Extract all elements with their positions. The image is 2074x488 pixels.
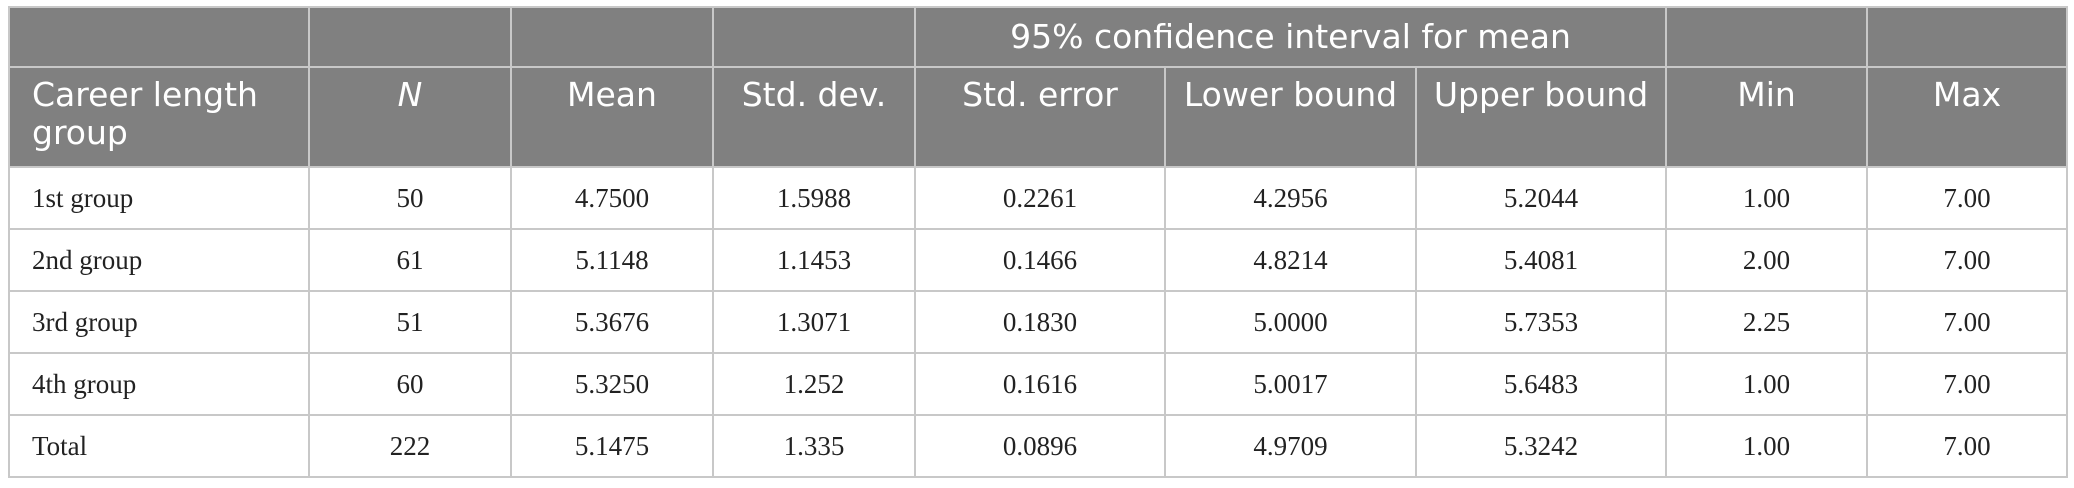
cell-n: 50 <box>308 166 512 230</box>
header-empty-cell <box>308 6 512 68</box>
cell-lower-bound: 4.9709 <box>1164 414 1417 478</box>
cell-group: Total <box>8 414 310 478</box>
cell-min: 1.00 <box>1665 352 1869 416</box>
cell-std-dev: 1.3071 <box>712 290 916 354</box>
header-empty-cell <box>510 6 714 68</box>
cell-max: 7.00 <box>1866 414 2069 478</box>
column-header-lower-bound: Lower bound <box>1164 66 1417 168</box>
column-header-career-length-group: Career length group <box>8 66 310 168</box>
cell-upper-bound: 5.4081 <box>1414 228 1668 292</box>
cell-upper-bound: 5.3242 <box>1414 414 1668 478</box>
cell-lower-bound: 4.2956 <box>1164 166 1417 230</box>
cell-std-dev: 1.252 <box>712 352 916 416</box>
cell-max: 7.00 <box>1866 352 2069 416</box>
column-header-n: N <box>308 66 512 168</box>
cell-max: 7.00 <box>1866 290 2069 354</box>
cell-min: 2.25 <box>1665 290 1869 354</box>
cell-mean: 5.3676 <box>510 290 714 354</box>
cell-mean: 5.1148 <box>510 228 714 292</box>
cell-std-error: 0.1830 <box>914 290 1166 354</box>
cell-std-error: 0.1616 <box>914 352 1166 416</box>
cell-min: 2.00 <box>1665 228 1869 292</box>
column-header-std-error: Std. error <box>914 66 1166 168</box>
cell-n: 61 <box>308 228 512 292</box>
column-header-std-dev: Std. dev. <box>712 66 916 168</box>
cell-n: 222 <box>308 414 512 478</box>
cell-group: 2nd group <box>8 228 310 292</box>
cell-std-error: 0.2261 <box>914 166 1166 230</box>
header-empty-cell <box>712 6 916 68</box>
cell-max: 7.00 <box>1866 228 2069 292</box>
cell-mean: 5.3250 <box>510 352 714 416</box>
table-row: 3rd group 51 5.3676 1.3071 0.1830 5.0000… <box>8 290 2069 354</box>
table-row-total: Total 222 5.1475 1.335 0.0896 4.9709 5.3… <box>8 414 2069 478</box>
table-row: 4th group 60 5.3250 1.252 0.1616 5.0017 … <box>8 352 2069 416</box>
cell-lower-bound: 5.0017 <box>1164 352 1417 416</box>
cell-std-dev: 1.1453 <box>712 228 916 292</box>
cell-mean: 4.7500 <box>510 166 714 230</box>
statistics-table: 95% confidence interval for mean Career … <box>8 6 2069 478</box>
cell-mean: 5.1475 <box>510 414 714 478</box>
cell-std-error: 0.0896 <box>914 414 1166 478</box>
table-row: 1st group 50 4.7500 1.5988 0.2261 4.2956… <box>8 166 2069 230</box>
cell-n: 60 <box>308 352 512 416</box>
cell-min: 1.00 <box>1665 166 1869 230</box>
cell-upper-bound: 5.2044 <box>1414 166 1668 230</box>
cell-upper-bound: 5.7353 <box>1414 290 1668 354</box>
header-empty-cell <box>1866 6 2069 68</box>
cell-std-dev: 1.5988 <box>712 166 916 230</box>
cell-group: 3rd group <box>8 290 310 354</box>
cell-min: 1.00 <box>1665 414 1869 478</box>
header-row-group: 95% confidence interval for mean <box>8 6 2069 68</box>
header-empty-cell <box>1665 6 1869 68</box>
table-row: 2nd group 61 5.1148 1.1453 0.1466 4.8214… <box>8 228 2069 292</box>
header-row-columns: Career length group N Mean Std. dev. Std… <box>8 66 2069 168</box>
cell-std-dev: 1.335 <box>712 414 916 478</box>
cell-std-error: 0.1466 <box>914 228 1166 292</box>
cell-n: 51 <box>308 290 512 354</box>
header-empty-cell <box>8 6 310 68</box>
cell-lower-bound: 4.8214 <box>1164 228 1417 292</box>
cell-max: 7.00 <box>1866 166 2069 230</box>
table-container: 95% confidence interval for mean Career … <box>8 6 2069 478</box>
confidence-interval-group-header: 95% confidence interval for mean <box>913 6 1668 68</box>
cell-group: 1st group <box>8 166 310 230</box>
column-header-mean: Mean <box>510 66 714 168</box>
cell-upper-bound: 5.6483 <box>1414 352 1668 416</box>
cell-lower-bound: 5.0000 <box>1164 290 1417 354</box>
cell-group: 4th group <box>8 352 310 416</box>
column-header-max: Max <box>1866 66 2069 168</box>
column-header-upper-bound: Upper bound <box>1414 66 1668 168</box>
column-header-min: Min <box>1665 66 1869 168</box>
